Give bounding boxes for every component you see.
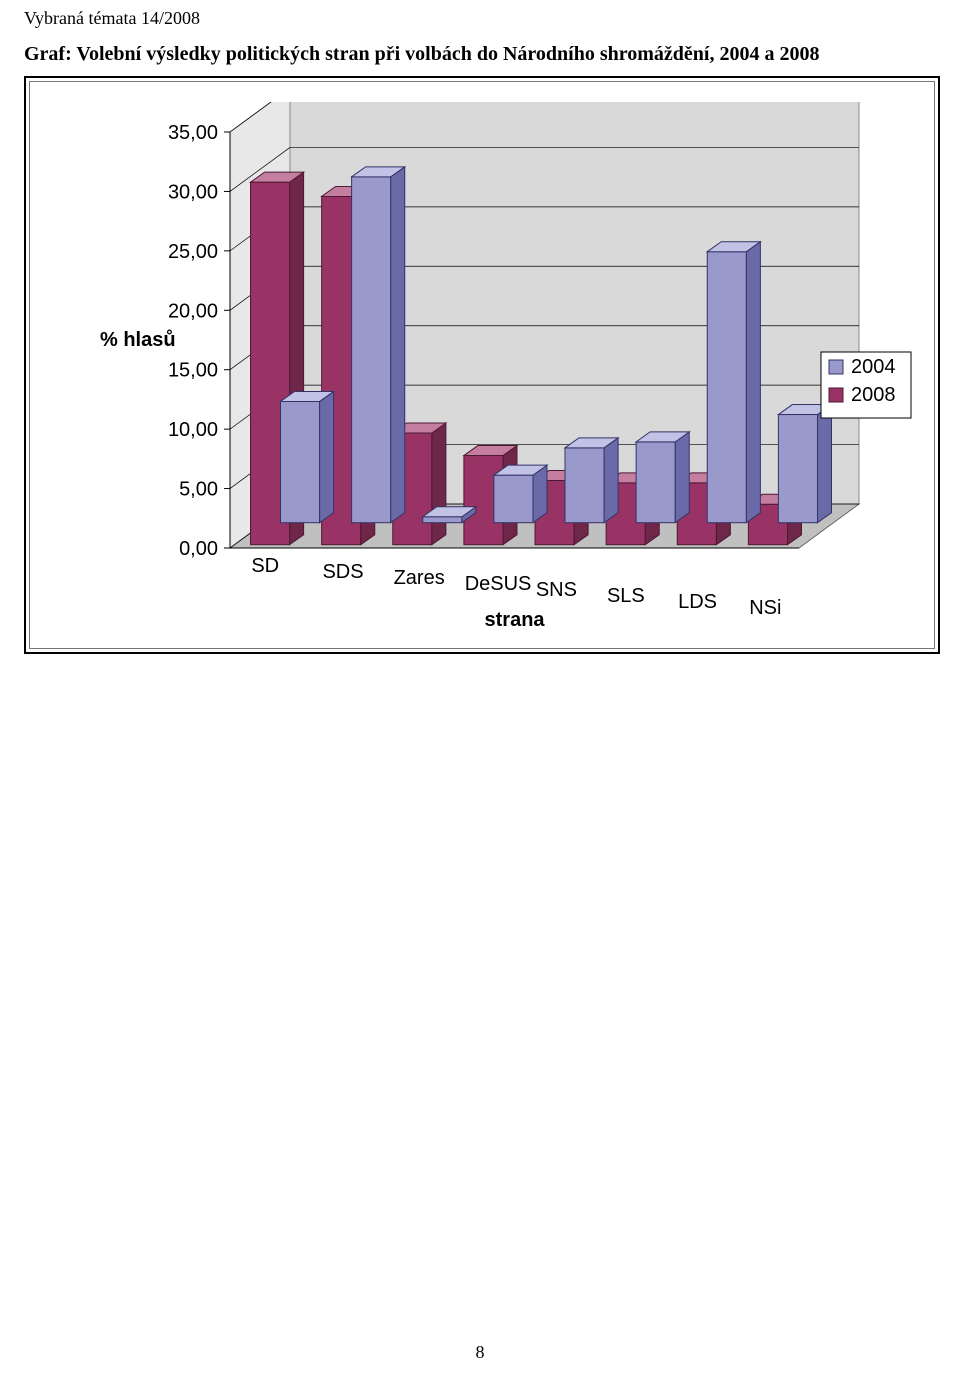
legend-swatch xyxy=(829,360,843,374)
x-category-label: DeSUS xyxy=(465,573,532,595)
x-axis-label: strana xyxy=(485,609,546,628)
legend: 2004 2008 xyxy=(821,352,911,418)
chart-svg-container: 0,00 5,00 10,00 15,00 20,00 25,00 30,00 35,00 SD… xyxy=(50,102,914,628)
chart-outer-frame: 0,00 5,00 10,00 15,00 20,00 25,00 30,00 35,00 SD… xyxy=(24,76,940,654)
x-category-label: Zares xyxy=(394,567,445,589)
page-number: 8 xyxy=(476,1342,485,1363)
x-category-label: SNS xyxy=(536,579,577,601)
y-tick-label: 0,00 xyxy=(179,538,218,560)
y-tick-label: 10,00 xyxy=(168,419,218,441)
x-category-label: SD xyxy=(251,555,279,577)
x-category-label: SDS xyxy=(322,561,363,583)
y-axis-label: % hlasů xyxy=(100,329,176,351)
chart-title: Graf: Volební výsledky politických stran… xyxy=(24,43,819,66)
legend-label: 2008 xyxy=(851,384,896,406)
y-tick-label: 25,00 xyxy=(168,241,218,263)
election-bar-chart: 0,00 5,00 10,00 15,00 20,00 25,00 30,00 35,00 SD… xyxy=(50,102,914,628)
x-category-label: LDS xyxy=(678,591,717,613)
x-category-label: SLS xyxy=(607,585,645,607)
legend-swatch xyxy=(829,388,843,402)
y-tick-label: 20,00 xyxy=(168,300,218,322)
y-tick-label: 35,00 xyxy=(168,122,218,144)
chart-inner-frame: 0,00 5,00 10,00 15,00 20,00 25,00 30,00 35,00 SD… xyxy=(29,81,935,649)
header-note: Vybraná témata 14/2008 xyxy=(24,8,200,29)
legend-label: 2004 xyxy=(851,356,896,378)
x-category-label: NSi xyxy=(749,597,781,619)
y-tick-label: 30,00 xyxy=(168,181,218,203)
y-tick-label: 5,00 xyxy=(179,479,218,501)
y-tick-label: 15,00 xyxy=(168,360,218,382)
